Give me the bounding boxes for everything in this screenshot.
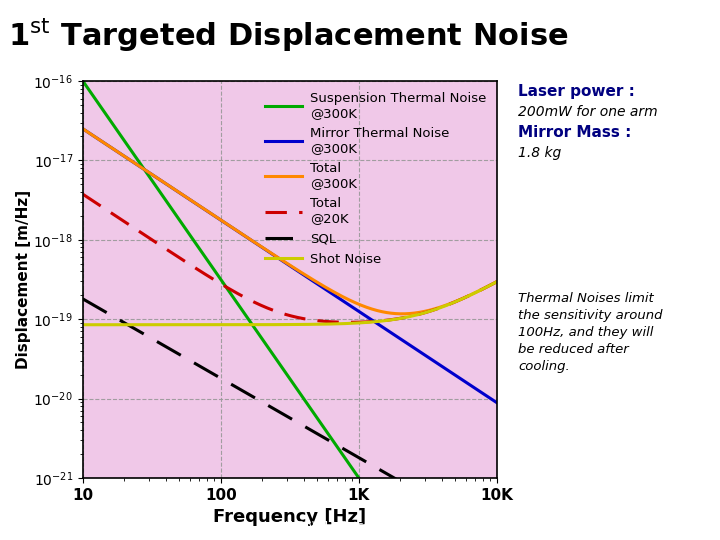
Text: 1.8 kg: 1.8 kg xyxy=(518,146,562,160)
Text: Laser power :: Laser power : xyxy=(518,84,635,99)
Legend: Suspension Thermal Noise
@300K, Mirror Thermal Noise
@300K, Total
@300K, Total
@: Suspension Thermal Noise @300K, Mirror T… xyxy=(261,87,490,270)
Text: Thermal Noises limit
the sensitivity around
100Hz, and they will
be reduced afte: Thermal Noises limit the sensitivity aro… xyxy=(518,292,663,373)
Y-axis label: Displacement [m/Hz]: Displacement [m/Hz] xyxy=(16,190,31,369)
X-axis label: Frequency [Hz]: Frequency [Hz] xyxy=(213,508,366,526)
Text: Dec 18 2006: Dec 18 2006 xyxy=(36,521,107,531)
Text: 1$^{\mathsf{st}}$ Targeted Displacement Noise: 1$^{\mathsf{st}}$ Targeted Displacement … xyxy=(8,16,568,53)
Text: Mirror Mass :: Mirror Mass : xyxy=(518,125,631,140)
Text: GWDAW11 Potsdam Germany: GWDAW11 Potsdam Germany xyxy=(276,521,444,531)
Text: 200mW for one arm: 200mW for one arm xyxy=(518,105,658,119)
